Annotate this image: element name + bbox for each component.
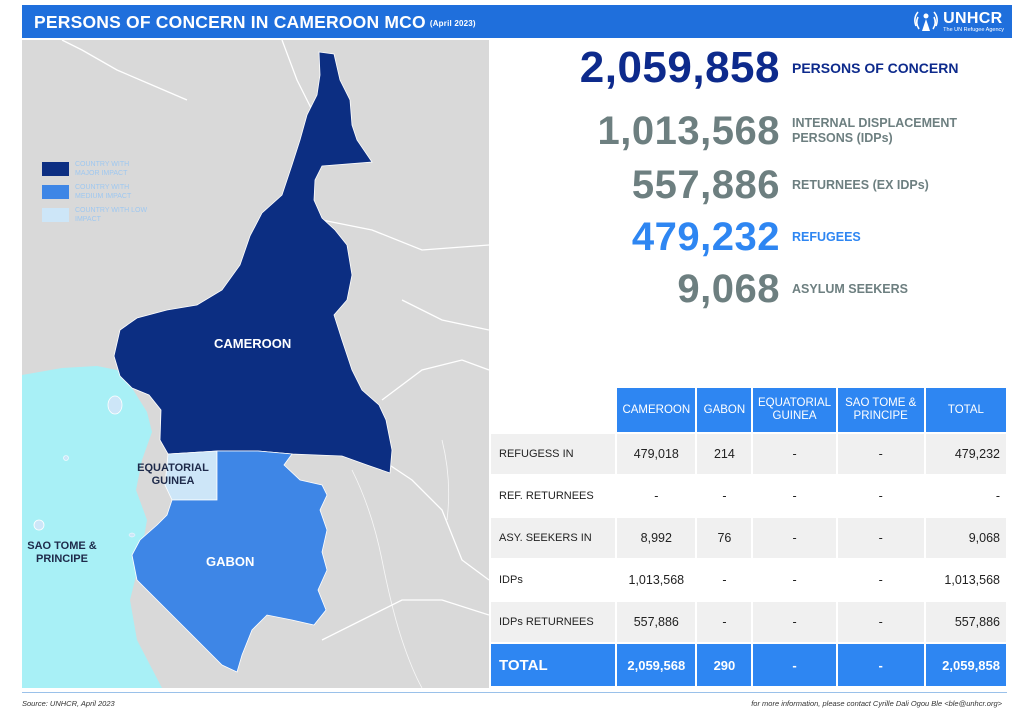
column-header: SAO TOME & PRINCIPE [837,388,924,432]
table-total-row: TOTAL 2,059,568 290 - - 2,059,858 [491,644,1006,686]
table-row: REFUGESS IN 479,018 214 - - 479,232 [491,434,1006,474]
footer-divider [22,692,1007,693]
unhcr-logo: UNHCR The UN Refugee Agency [912,8,1004,36]
breakdown-table: CAMEROON GABON EQUATORIAL GUINEA SAO TOM… [491,386,1006,688]
label-sao-tome: SAO TOME & PRINCIPE [27,540,97,565]
table-cell: 557,886 [925,602,1006,642]
column-header: TOTAL [925,388,1006,432]
map-sea [22,366,162,688]
table-cell: - [837,602,924,642]
table-cell: 557,886 [617,602,696,642]
row-label: REFUGESS IN [491,434,616,474]
total-cell: 290 [697,644,752,686]
total-cell: 2,059,568 [617,644,696,686]
island-sao-tome [33,519,45,531]
legend-item-low: COUNTRY WITH LOW IMPACT [42,206,155,229]
label-cameroon: CAMEROON [214,336,292,351]
stat-value: 557,886 [631,162,780,207]
table-row: IDPs 1,013,568 - - - 1,013,568 [491,560,1006,600]
country-gabon [131,450,328,673]
island-annobon [128,532,136,538]
region-map [22,40,489,688]
table-cell: 9,068 [925,518,1006,558]
legend-label: COUNTRY WITH MAJOR IMPACT [75,161,130,177]
table-cell: 479,232 [925,434,1006,474]
stat-value: 9,068 [677,266,780,311]
source-note: Source: UNHCR, April 2023 [22,699,115,708]
table-corner-cell [491,388,616,432]
map-legend: COUNTRY WITH MAJOR IMPACT COUNTRY WITH M… [42,160,155,229]
table-cell: - [697,602,752,642]
table-cell: - [878,489,883,503]
stat-refugees: 479,232 REFUGEES [492,214,1012,260]
table-cell: - [792,573,797,587]
table-cell: 479,018 [617,434,696,474]
table-cell: - [722,573,727,587]
unhcr-emblem-icon [914,11,939,31]
label-equatorial-guinea: EQUATORIAL GUINEA [137,462,209,487]
stat-label: PERSONS OF CONCERN [792,59,959,76]
stat-label: RETURNEES (EX IDPs) [792,177,929,192]
stat-value: 2,059,858 [579,43,780,92]
table-cell: - [837,434,924,474]
column-header: CAMEROON [617,388,696,432]
label-gabon: GABON [206,554,255,569]
legend-swatch-medium [42,185,69,199]
stat-value: 479,232 [631,214,780,259]
table-cell: - [792,489,797,503]
island-bioko [107,395,123,415]
column-header: GABON [697,388,752,432]
island-principe [63,455,69,461]
table-cell: - [878,573,883,587]
logo-word: UNHCR [943,9,1003,27]
legend-label: COUNTRY WITH MEDIUM IMPACT [75,184,132,200]
legend-label: COUNTRY WITH LOW IMPACT [75,207,148,223]
report-date: (April 2023) [429,19,476,28]
legend-swatch-low [42,208,69,222]
page-title: PERSONS OF CONCERN IN CAMEROON MCO (April… [34,12,476,32]
table-cell: 8,992 [617,518,696,558]
table-cell: - [753,602,836,642]
stat-label: ASYLUM SEEKERS [792,281,908,296]
table-cell: - [722,489,727,503]
table-cell: - [837,518,924,558]
persons-of-concern-table: CAMEROON GABON EQUATORIAL GUINEA SAO TOM… [489,386,1008,688]
row-label: ASY. SEEKERS IN [491,518,616,558]
stat-label: INTERNAL DISPLACEMENT PERSONS (IDPs) [792,116,958,145]
legend-item-major: COUNTRY WITH MAJOR IMPACT [42,160,155,183]
total-cell: - [753,644,836,686]
table-cell: 1,013,568 [944,573,1000,587]
column-header: EQUATORIAL GUINEA [753,388,836,432]
row-label: IDPs RETURNEES [491,602,616,642]
stat-label: REFUGEES [792,229,861,244]
stat-persons-of-concern: 2,059,858 PERSONS OF CONCERN [492,43,1012,92]
stat-asylum-seekers: 9,068 ASYLUM SEEKERS [492,266,1012,312]
legend-swatch-major [42,162,69,176]
header-bar: PERSONS OF CONCERN IN CAMEROON MCO (April… [22,5,1012,38]
table-row: IDPs RETURNEES 557,886 - - - 557,886 [491,602,1006,642]
table-cell: - [995,489,1000,503]
stat-returnees: 557,886 RETURNEES (EX IDPs) [492,162,1012,208]
table-cell: 214 [697,434,752,474]
stat-value: 1,013,568 [597,108,780,153]
stat-idps: 1,013,568 INTERNAL DISPLACEMENT PERSONS … [492,108,1012,154]
country-cameroon [113,51,393,474]
contact-note: for more information, please contact Cyr… [751,699,1002,708]
table-cell: - [654,489,659,503]
table-header-row: CAMEROON GABON EQUATORIAL GUINEA SAO TOM… [491,388,1006,432]
total-cell: 2,059,858 [925,644,1006,686]
table-row: REF. RETURNEES - - - - - [491,476,1006,516]
total-label: TOTAL [491,644,616,686]
table-row: ASY. SEEKERS IN 8,992 76 - - 9,068 [491,518,1006,558]
total-cell: - [837,644,924,686]
table-cell: - [753,434,836,474]
table-cell: 76 [697,518,752,558]
logo-tagline: The UN Refugee Agency [943,26,1004,33]
rivers [351,439,450,688]
row-label: IDPs [499,574,523,586]
row-label: REF. RETURNEES [499,490,594,502]
table-cell: - [753,518,836,558]
legend-item-medium: COUNTRY WITH MEDIUM IMPACT [42,183,155,206]
table-cell: 1,013,568 [628,573,685,587]
